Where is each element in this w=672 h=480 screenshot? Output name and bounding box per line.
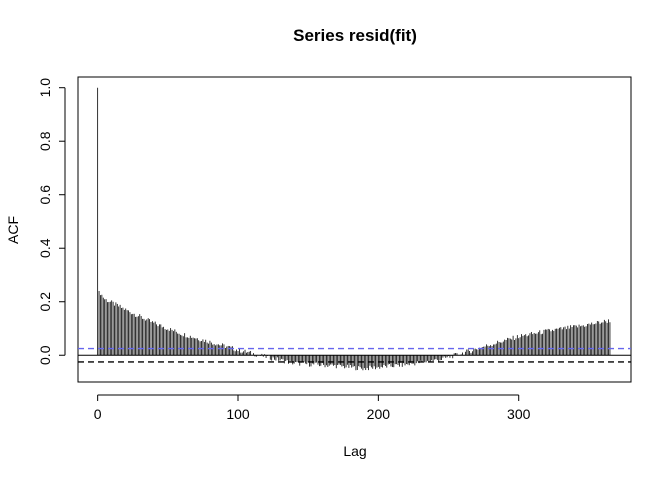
x-tick-label: 200 [367,406,391,422]
x-tick-label: 0 [94,406,102,422]
x-axis-label: Lag [343,443,366,459]
y-tick-label: 0.4 [37,238,53,258]
y-tick-label: 0.2 [37,292,53,312]
acf-bars [98,88,610,371]
x-tick-label: 300 [507,406,531,422]
y-axis: 0.0 0.2 0.4 0.6 0.8 1.0 [37,78,65,365]
x-axis: 0 100 200 300 [94,395,531,422]
y-axis-label: ACF [5,216,21,244]
chart-title: Series resid(fit) [293,26,417,45]
y-tick-label: 0.0 [37,345,53,365]
y-tick-label: 0.8 [37,131,53,151]
y-tick-label: 0.6 [37,185,53,205]
y-tick-label: 1.0 [37,78,53,98]
x-tick-label: 100 [226,406,250,422]
